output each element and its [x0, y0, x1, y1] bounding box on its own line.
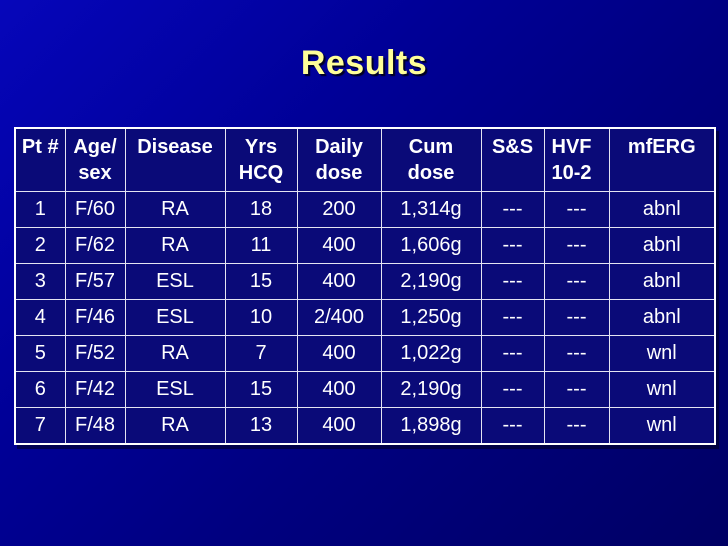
- column-header-s-s: S&S: [480, 127, 545, 192]
- column-header-line: 10-2: [551, 162, 592, 184]
- table-cell: wnl: [608, 407, 716, 445]
- table-cell: 4: [14, 299, 66, 336]
- table-cell: 15: [224, 263, 298, 300]
- column-header-line: Age/: [73, 136, 117, 158]
- column-header-line: HCQ: [238, 162, 284, 184]
- table-cell: wnl: [608, 371, 716, 408]
- table-cell: wnl: [608, 335, 716, 372]
- table-cell: ---: [543, 371, 610, 408]
- column-header-age: Age/sex: [64, 127, 126, 192]
- table-cell: 10: [224, 299, 298, 336]
- table-cell: ---: [480, 371, 545, 408]
- column-header-pt: Pt #: [14, 127, 66, 192]
- table-cell: ---: [480, 227, 545, 264]
- table-row: 1 F/60 RA 18 200 1,314g --- --- abnl: [14, 191, 716, 228]
- table-row: 4 F/46 ESL 10 2/400 1,250g --- --- abnl: [14, 299, 716, 336]
- table-cell: F/62: [64, 227, 126, 264]
- table-cell: 3: [14, 263, 66, 300]
- table-cell: 400: [296, 335, 382, 372]
- column-header-line: Pt #: [21, 136, 59, 158]
- table-cell: ESL: [124, 299, 226, 336]
- column-header-mferg: mfERG: [608, 127, 716, 192]
- column-header-hvf: HVF 10-2: [543, 127, 610, 192]
- table-cell: ---: [543, 299, 610, 336]
- table-cell: abnl: [608, 299, 716, 336]
- table-cell: 7: [14, 407, 66, 445]
- table-cell: 2,190g: [380, 371, 482, 408]
- table-cell: ESL: [124, 263, 226, 300]
- table-cell: 2/400: [296, 299, 382, 336]
- column-header-line: S&S: [491, 136, 534, 158]
- table-cell: 1: [14, 191, 66, 228]
- column-header-line: HVF: [551, 136, 592, 158]
- results-table: Pt # Age/sex Disease Yrs HCQ Daily dose Cum dose…: [14, 127, 716, 445]
- table-row: 6 F/42 ESL 15 400 2,190g --- --- wnl: [14, 371, 716, 408]
- table-cell: 1,022g: [380, 335, 482, 372]
- column-header-disease: Disease: [124, 127, 226, 192]
- table-cell: F/52: [64, 335, 126, 372]
- column-header-line: Daily: [315, 136, 363, 158]
- table-cell: 1,314g: [380, 191, 482, 228]
- table-cell: abnl: [608, 263, 716, 300]
- table-cell: RA: [124, 191, 226, 228]
- table-cell: 1,250g: [380, 299, 482, 336]
- table-cell: ---: [543, 407, 610, 445]
- table-cell: 13: [224, 407, 298, 445]
- table-cell: 11: [224, 227, 298, 264]
- table-cell: RA: [124, 335, 226, 372]
- table-body: 1 F/60 RA 18 200 1,314g --- --- abnl 2 F/62 RA 11 400…: [14, 191, 716, 445]
- column-header-daily: Daily dose: [296, 127, 382, 192]
- table-cell: ---: [480, 299, 545, 336]
- column-header-line: dose: [407, 162, 455, 184]
- table-cell: F/48: [64, 407, 126, 445]
- table-cell: 2: [14, 227, 66, 264]
- table-cell: 7: [224, 335, 298, 372]
- table-cell: ---: [543, 191, 610, 228]
- table-cell: ---: [480, 191, 545, 228]
- table-cell: abnl: [608, 227, 716, 264]
- table-cell: ---: [480, 407, 545, 445]
- column-header-line: Disease: [137, 136, 213, 158]
- table-row: 3 F/57 ESL 15 400 2,190g --- --- abnl: [14, 263, 716, 300]
- table-cell: 400: [296, 407, 382, 445]
- table-cell: F/42: [64, 371, 126, 408]
- table-cell: F/60: [64, 191, 126, 228]
- table-row: 7 F/48 RA 13 400 1,898g --- --- wnl: [14, 407, 716, 445]
- table-header-row-group: Pt # Age/sex Disease Yrs HCQ Daily dose Cum dose…: [14, 127, 716, 192]
- column-header-line: dose: [315, 162, 363, 184]
- table-cell: 200: [296, 191, 382, 228]
- column-header-cum: Cum dose: [380, 127, 482, 192]
- table-cell: ---: [543, 263, 610, 300]
- table-cell: 5: [14, 335, 66, 372]
- table-cell: ---: [543, 227, 610, 264]
- column-header-line: Cum: [408, 136, 454, 158]
- column-header-line: mfERG: [627, 136, 696, 158]
- table-cell: 1,606g: [380, 227, 482, 264]
- column-header-line: sex: [78, 162, 112, 184]
- table-cell: F/57: [64, 263, 126, 300]
- table-header-row: Pt # Age/sex Disease Yrs HCQ Daily dose Cum dose…: [14, 127, 716, 192]
- table-cell: 18: [224, 191, 298, 228]
- table-row: 2 F/62 RA 11 400 1,606g --- --- abnl: [14, 227, 716, 264]
- table-cell: 400: [296, 371, 382, 408]
- table-cell: 2,190g: [380, 263, 482, 300]
- table-cell: RA: [124, 227, 226, 264]
- table-cell: 1,898g: [380, 407, 482, 445]
- table-cell: F/46: [64, 299, 126, 336]
- table-cell: ---: [480, 263, 545, 300]
- table-cell: 400: [296, 263, 382, 300]
- column-header-line: Yrs: [244, 136, 278, 158]
- table-cell: ---: [480, 335, 545, 372]
- table-row: 5 F/52 RA 7 400 1,022g --- --- wnl: [14, 335, 716, 372]
- table-cell: ---: [543, 335, 610, 372]
- table-cell: 400: [296, 227, 382, 264]
- column-header-yrs: Yrs HCQ: [224, 127, 298, 192]
- slide-title: Results: [300, 44, 428, 82]
- table-cell: ESL: [124, 371, 226, 408]
- table-cell: RA: [124, 407, 226, 445]
- table-cell: abnl: [608, 191, 716, 228]
- table-cell: 15: [224, 371, 298, 408]
- table-cell: 6: [14, 371, 66, 408]
